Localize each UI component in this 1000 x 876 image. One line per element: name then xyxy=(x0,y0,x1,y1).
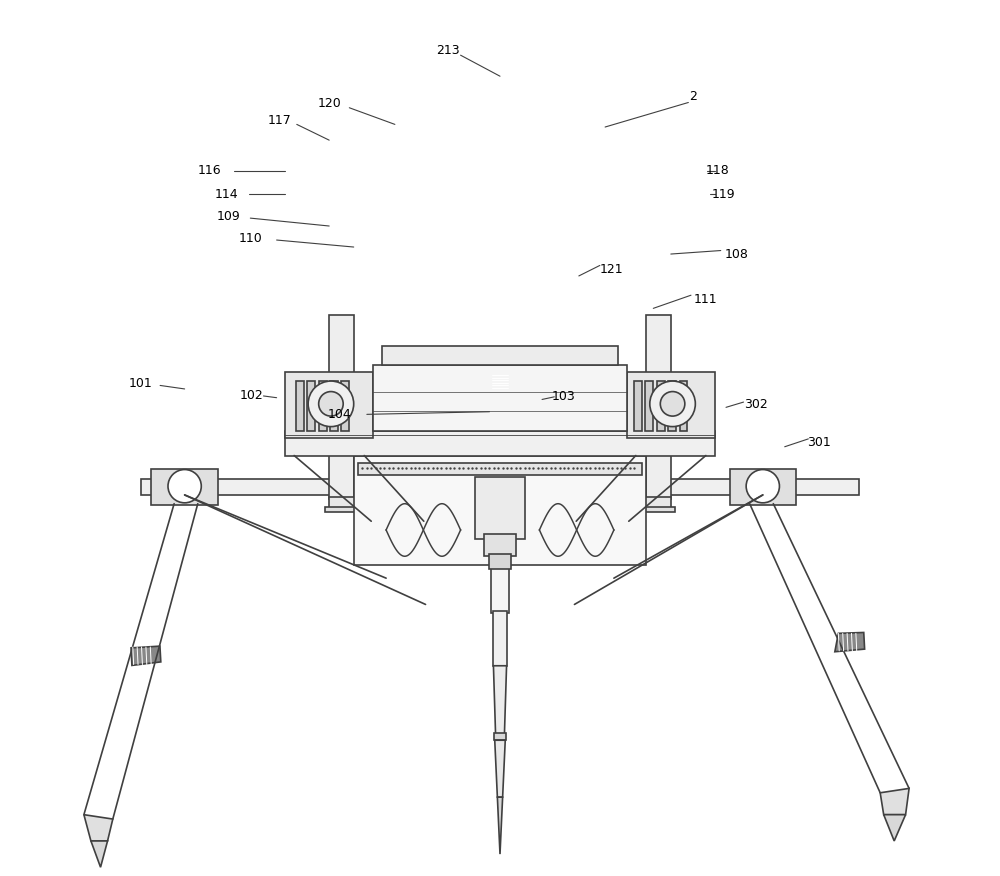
Bar xyxy=(489,368,511,390)
Bar xyxy=(329,497,671,510)
Bar xyxy=(646,315,671,499)
Text: 116: 116 xyxy=(197,165,221,177)
Bar xyxy=(440,469,507,505)
Polygon shape xyxy=(884,815,906,841)
Bar xyxy=(382,346,618,365)
Polygon shape xyxy=(880,788,909,815)
Bar xyxy=(285,431,715,456)
Circle shape xyxy=(650,381,695,427)
Text: 114: 114 xyxy=(215,188,239,201)
Bar xyxy=(296,381,304,431)
Circle shape xyxy=(457,470,490,503)
Bar xyxy=(319,381,327,431)
Polygon shape xyxy=(493,666,507,736)
Polygon shape xyxy=(835,632,865,652)
Circle shape xyxy=(660,392,685,416)
Text: 119: 119 xyxy=(712,188,735,201)
Polygon shape xyxy=(84,815,113,841)
Bar xyxy=(341,381,349,431)
Text: 111: 111 xyxy=(694,293,718,306)
Bar xyxy=(489,554,511,569)
Text: 108: 108 xyxy=(725,248,748,260)
Text: 104: 104 xyxy=(328,408,352,420)
Bar xyxy=(373,365,627,431)
Bar xyxy=(330,381,338,431)
Polygon shape xyxy=(91,841,108,867)
Text: 2: 2 xyxy=(689,90,697,102)
Circle shape xyxy=(168,470,201,503)
Bar xyxy=(484,534,516,556)
Bar xyxy=(730,469,796,505)
Bar xyxy=(329,315,354,499)
Bar xyxy=(141,479,859,495)
Text: 301: 301 xyxy=(807,436,831,449)
Bar xyxy=(493,611,507,666)
Bar xyxy=(627,372,715,438)
Bar xyxy=(494,733,506,740)
Polygon shape xyxy=(131,646,161,666)
Bar xyxy=(354,456,646,565)
Polygon shape xyxy=(497,797,503,854)
Text: 101: 101 xyxy=(129,378,153,390)
Bar xyxy=(657,381,665,431)
Bar xyxy=(475,477,525,539)
Circle shape xyxy=(308,381,354,427)
Text: 213: 213 xyxy=(436,45,459,57)
Bar xyxy=(358,463,642,475)
Text: 121: 121 xyxy=(599,264,623,276)
Bar xyxy=(285,372,373,438)
Bar xyxy=(151,469,218,505)
Text: 110: 110 xyxy=(238,232,262,244)
Text: 102: 102 xyxy=(239,390,263,402)
Text: 103: 103 xyxy=(551,391,575,403)
Bar xyxy=(491,495,509,613)
Polygon shape xyxy=(495,740,505,797)
Circle shape xyxy=(746,470,779,503)
Text: 109: 109 xyxy=(217,210,240,223)
Bar xyxy=(680,381,687,431)
Bar xyxy=(307,381,315,431)
Bar xyxy=(645,381,653,431)
Text: 117: 117 xyxy=(267,114,291,126)
Text: 118: 118 xyxy=(705,165,729,177)
Text: 120: 120 xyxy=(317,97,341,110)
Circle shape xyxy=(319,392,343,416)
Bar xyxy=(634,381,642,431)
Bar xyxy=(668,381,676,431)
Bar xyxy=(325,507,675,512)
Text: 302: 302 xyxy=(744,399,768,411)
